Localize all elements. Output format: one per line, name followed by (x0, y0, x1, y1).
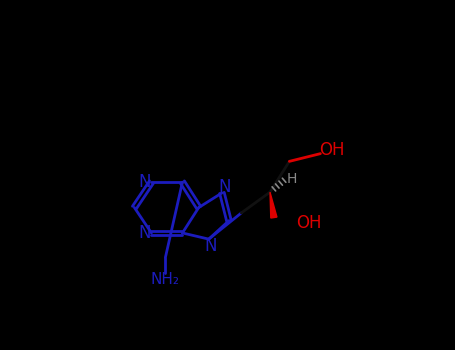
Text: N: N (205, 237, 217, 255)
Text: N: N (138, 224, 151, 242)
Text: N: N (138, 173, 151, 191)
Text: OH: OH (319, 141, 345, 159)
Text: NH₂: NH₂ (151, 272, 180, 287)
Text: OH: OH (296, 214, 322, 232)
Polygon shape (270, 192, 277, 218)
Text: N: N (218, 178, 231, 196)
Text: H: H (287, 172, 297, 186)
